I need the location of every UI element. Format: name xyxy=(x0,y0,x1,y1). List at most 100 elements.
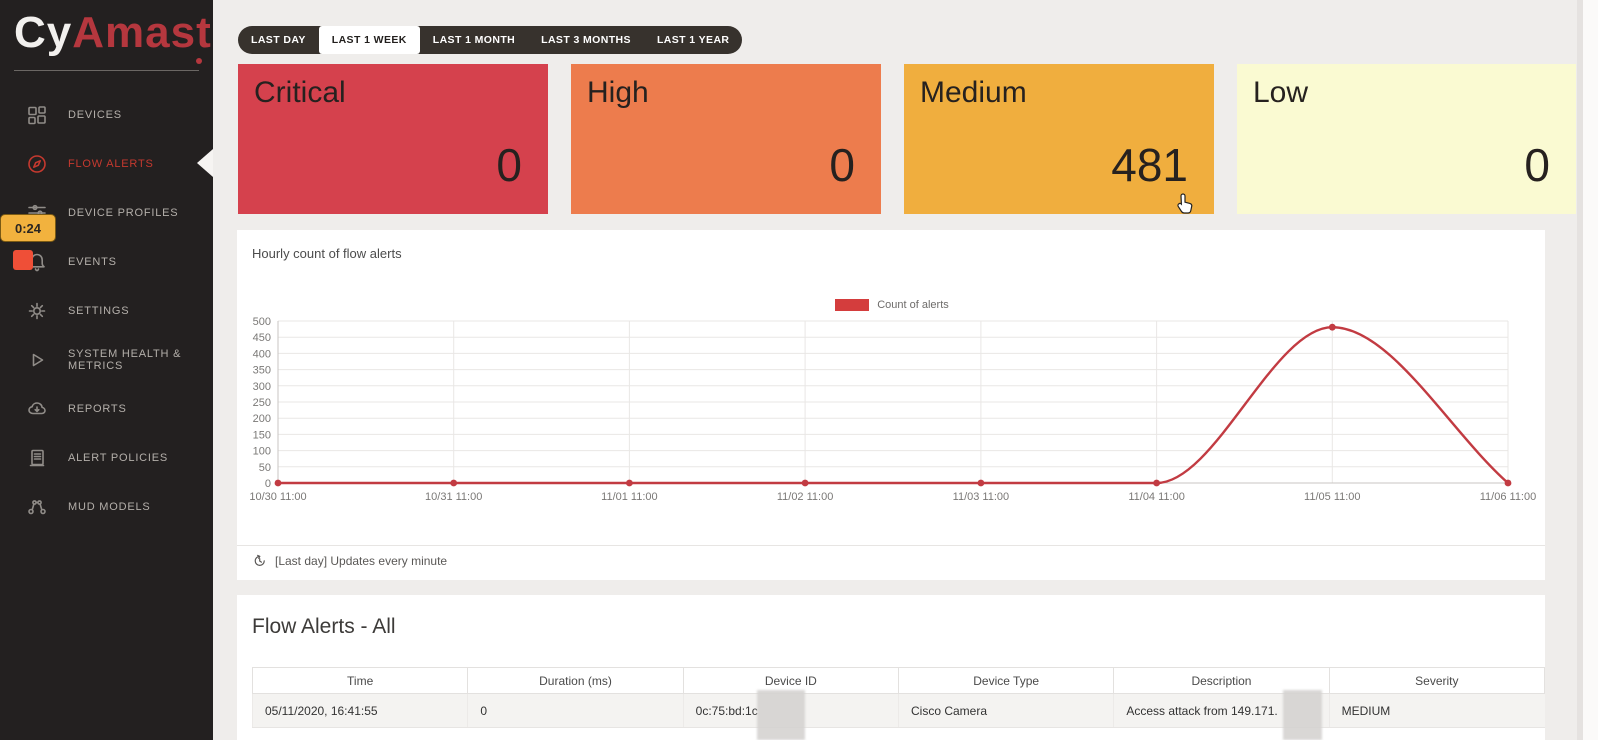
flow-alerts-panel: Flow Alerts - All Time Duration (ms) Devic… xyxy=(237,595,1546,740)
tab-last-1-month[interactable]: LAST 1 MONTH xyxy=(432,34,516,46)
tab-last-1-week[interactable]: LAST 1 WEEK xyxy=(318,26,420,54)
sidebar-item-devices[interactable]: DEVICES xyxy=(0,90,213,139)
redaction-blur-description xyxy=(1283,690,1322,740)
app-logo: CyAmast xyxy=(0,0,213,58)
svg-text:10/30 11:00: 10/30 11:00 xyxy=(249,491,306,503)
tab-last-3-months[interactable]: LAST 3 MONTHS xyxy=(541,34,631,46)
hourly-chart-panel: Hourly count of flow alerts Count of ale… xyxy=(237,230,1545,580)
document-icon xyxy=(29,449,45,466)
video-timestamp-badge: 0:24 xyxy=(0,214,56,242)
svg-text:300: 300 xyxy=(253,381,271,393)
table-body: 05/11/2020, 16:41:55 0 0c:75:bd:1c Cisco Ca… xyxy=(251,693,1545,728)
history-icon xyxy=(254,554,265,566)
sidebar-item-settings[interactable]: SETTINGS xyxy=(0,286,213,335)
chart-svg: 0 50 100 150 200 250 300 350 400 450 500 10/30 11:0… xyxy=(249,316,1536,503)
sidebar-item-label: REPORTS xyxy=(68,402,127,415)
svg-text:400: 400 xyxy=(253,348,271,360)
tab-last-1-year[interactable]: LAST 1 YEAR xyxy=(656,34,730,46)
flow-alerts-title: Flow Alerts - All xyxy=(252,615,396,638)
mouse-cursor xyxy=(1177,193,1193,214)
table-cell: 0 xyxy=(467,693,684,728)
svg-text:100: 100 xyxy=(253,446,271,458)
sidebar-item-label: DEVICE PROFILES xyxy=(68,206,179,219)
gear-icon xyxy=(28,302,46,319)
sidebar-item-label: DEVICES xyxy=(68,108,122,121)
sidebar-item-label: SYSTEM HEALTH & METRICS xyxy=(68,347,182,372)
line-chart: 0 50 100 150 200 250 300 350 400 450 500 10/30 11:0… xyxy=(238,316,1538,516)
table-header-row: Time Duration (ms) Device ID Device Type Des… xyxy=(251,667,1546,694)
card-value: 0 xyxy=(496,139,522,191)
column-header-device-type: Device Type xyxy=(897,667,1115,694)
video-marker-square xyxy=(13,250,33,270)
panel-divider xyxy=(237,545,1545,546)
svg-text:11/04 11:00: 11/04 11:00 xyxy=(1128,491,1184,503)
logo-dot xyxy=(196,58,202,64)
sidebar-item-reports[interactable]: REPORTS xyxy=(0,384,213,433)
column-header-time: Time xyxy=(251,667,469,694)
sidebar-item-label: ALERT POLICIES xyxy=(68,451,169,464)
svg-text:500: 500 xyxy=(253,316,271,328)
card-label: Critical xyxy=(254,76,346,109)
play-icon xyxy=(32,353,44,366)
column-header-description: Description xyxy=(1113,667,1330,694)
svg-text:350: 350 xyxy=(253,365,271,377)
sidebar-item-label: FLOW ALERTS xyxy=(68,157,154,170)
chart-title: Hourly count of flow alerts xyxy=(252,246,402,261)
card-value: 481 xyxy=(1111,139,1188,191)
network-icon xyxy=(28,499,46,514)
severity-card-medium[interactable]: Medium 481 xyxy=(904,64,1214,214)
chart-legend[interactable]: Count of alerts xyxy=(277,299,1507,311)
sidebar-item-mud-models[interactable]: MUD MODELS xyxy=(0,482,213,531)
sidebar-item-label: MUD MODELS xyxy=(68,500,151,513)
chart-footnote-text: [Last day] Updates every minute xyxy=(275,553,448,568)
grid-icon xyxy=(28,105,46,124)
logo-prefix: Cy xyxy=(14,8,73,57)
card-value: 0 xyxy=(829,139,855,191)
logo-accent: Amast xyxy=(72,8,212,57)
sidebar-item-label: SETTINGS xyxy=(68,304,130,317)
svg-text:200: 200 xyxy=(253,413,271,425)
svg-text:250: 250 xyxy=(253,397,271,409)
svg-text:150: 150 xyxy=(253,429,271,441)
scrollbar[interactable] xyxy=(1583,0,1598,740)
svg-text:10/31 11:00: 10/31 11:00 xyxy=(425,491,482,503)
cloud-download-icon xyxy=(28,401,46,414)
sidebar-item-system-health-metrics[interactable]: SYSTEM HEALTH & METRICS xyxy=(0,335,213,384)
card-label: Low xyxy=(1253,76,1309,109)
table-cell: 05/11/2020, 16:41:55 xyxy=(251,693,468,728)
svg-text:11/02 11:00: 11/02 11:00 xyxy=(777,491,833,503)
svg-text:50: 50 xyxy=(259,462,271,474)
severity-cards: Critical 0 High 0 Medium 481 Low 0 xyxy=(238,64,1576,214)
flow-alerts-table: Time Duration (ms) Device ID Device Type Des… xyxy=(251,667,1546,728)
legend-swatch xyxy=(835,299,870,311)
severity-card-high[interactable]: High 0 xyxy=(571,64,881,214)
chart-footnote: [Last day] Updates every minute xyxy=(252,553,447,568)
compass-icon xyxy=(28,154,46,173)
table-cell: MEDIUM xyxy=(1328,693,1545,728)
scrollbar-gutter xyxy=(1577,0,1583,740)
sidebar-item-flow-alerts[interactable]: FLOW ALERTS xyxy=(0,139,213,188)
svg-text:11/06 11:00: 11/06 11:00 xyxy=(1480,491,1536,503)
column-header-device-id: Device ID xyxy=(682,667,899,694)
time-range-tabbar: LAST DAY LAST 1 WEEK LAST 1 MONTH LAST 3 MO… xyxy=(238,26,743,54)
table-row[interactable]: 05/11/2020, 16:41:55 0 0c:75:bd:1c Cisco Ca… xyxy=(251,693,1545,728)
card-value: 0 xyxy=(1524,139,1550,191)
active-item-pointer xyxy=(197,149,213,177)
tab-last-day[interactable]: LAST DAY xyxy=(251,34,306,46)
svg-text:450: 450 xyxy=(253,332,271,344)
sidebar-item-events[interactable]: EVENTS xyxy=(0,237,213,286)
column-header-severity: Severity xyxy=(1328,667,1546,694)
sidebar-menu: DEVICES FLOW ALERTS DEVICE PROFILES EVENTS S… xyxy=(0,90,213,531)
sidebar-item-label: EVENTS xyxy=(68,255,117,268)
card-label: Medium xyxy=(920,76,1027,109)
severity-card-low[interactable]: Low 0 xyxy=(1237,64,1576,214)
redaction-blur-device-id xyxy=(757,690,805,740)
table-cell: Cisco Camera xyxy=(897,693,1114,728)
severity-card-critical[interactable]: Critical 0 xyxy=(238,64,548,214)
svg-text:0: 0 xyxy=(265,478,271,490)
legend-label: Count of alerts xyxy=(877,299,949,311)
sidebar-item-alert-policies[interactable]: ALERT POLICIES xyxy=(0,433,213,482)
card-label: High xyxy=(587,76,649,109)
logo-divider xyxy=(14,70,199,71)
